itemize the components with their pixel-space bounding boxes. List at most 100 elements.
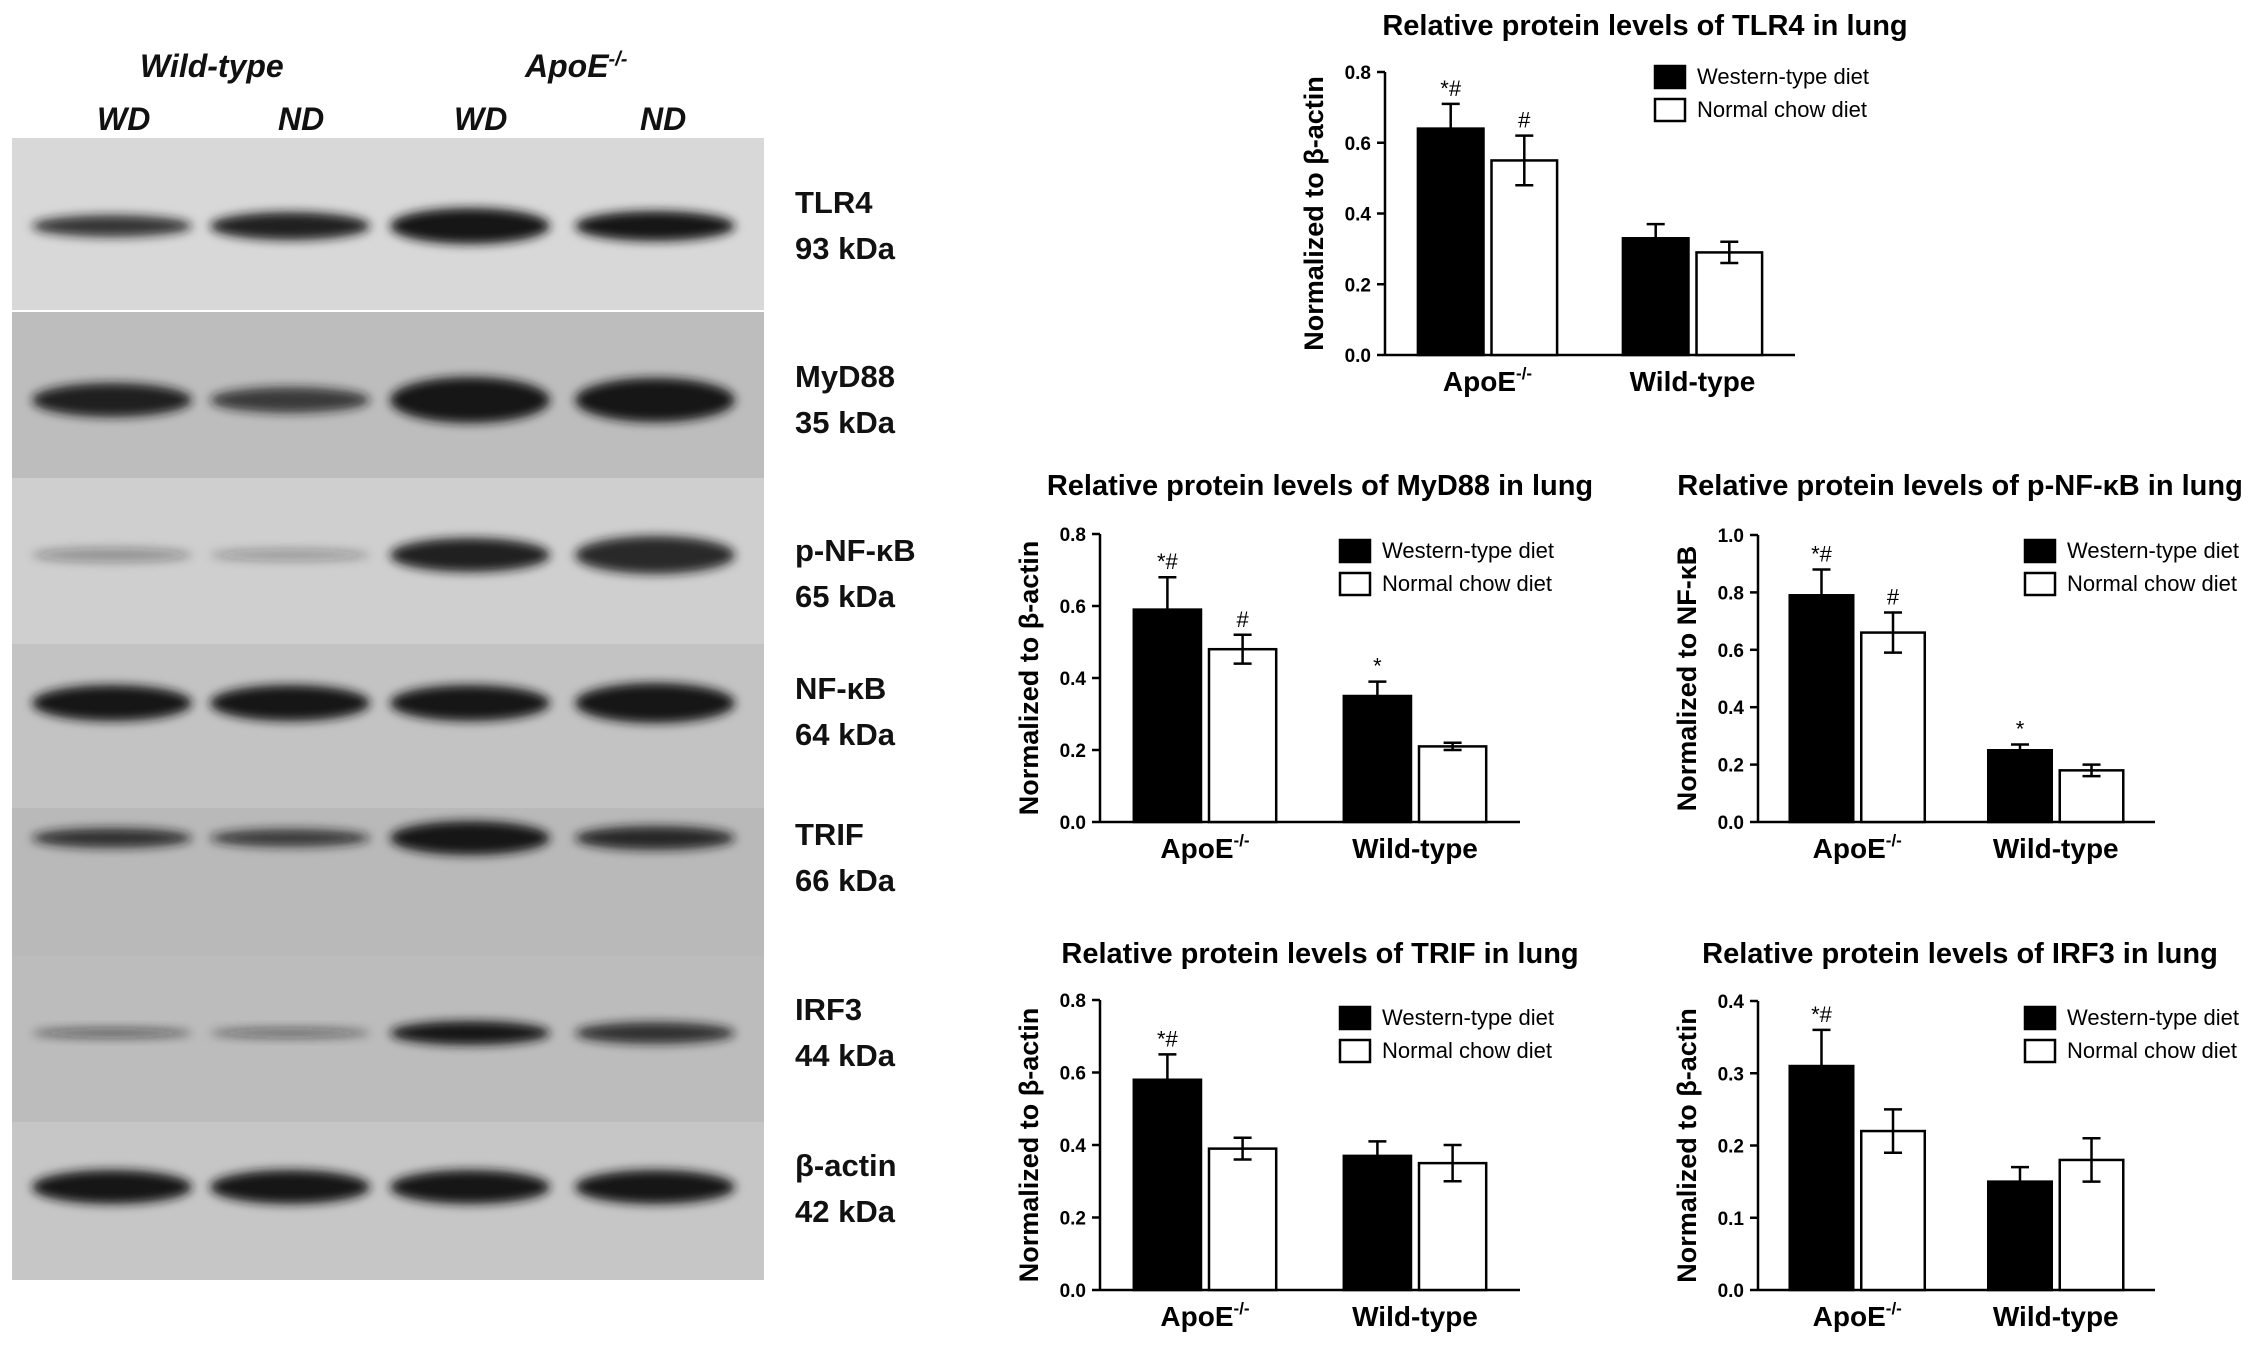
chart-title: Relative protein levels of TLR4 in lung: [1382, 10, 1907, 42]
chart-svg: Relative protein levels of TRIF in lung N…: [1014, 938, 1579, 1332]
blot-band: [210, 212, 370, 240]
y-tick-label: 0.0: [1718, 813, 1744, 834]
x-category-label: ApoE-/-: [1160, 831, 1249, 864]
band-label-tlr4: TLR4 93 kDa: [795, 185, 895, 266]
y-tick-label: 0.4: [1060, 1136, 1087, 1157]
blot-band: [575, 826, 735, 850]
western-blot-panel: Wild-type ApoE-/- WD ND WD ND TLR4 93 kD…: [0, 0, 940, 1346]
y-tick-label: 0.8: [1060, 991, 1086, 1012]
y-tick-label: 0.6: [1718, 641, 1744, 662]
band-label-p-nfkb: p-NF-κB 65 kDa: [795, 533, 916, 614]
legend-label: Normal chow diet: [1382, 1038, 1552, 1063]
bar: [1860, 1129, 1927, 1292]
chart-p-nfkb: Relative protein levels of p-NF-κB in lu…: [1655, 460, 2265, 880]
legend-label: Western-type diet: [1382, 1005, 1554, 1030]
blot-band: [390, 377, 550, 423]
legend-swatch: [1338, 1005, 1372, 1031]
chart-svg: Relative protein levels of IRF3 in lung N…: [1672, 938, 2239, 1332]
bar: [1860, 631, 1927, 824]
y-tick-label: 0.6: [1345, 134, 1371, 155]
legend-label: Western-type diet: [2067, 538, 2239, 563]
y-tick-label: 0.0: [1060, 813, 1086, 834]
blot-band: [575, 1170, 735, 1204]
bar: [1621, 237, 1690, 357]
group-header-wild-type: Wild-type: [140, 48, 284, 84]
significance-label: *#: [1157, 1026, 1179, 1051]
lane-label-apoe-wd: WD: [454, 101, 508, 137]
blot-band: [390, 1170, 550, 1204]
blot-band: [32, 828, 192, 848]
bar: [1788, 1064, 1855, 1292]
chart-myd88: Relative protein levels of MyD88 in lung…: [995, 460, 1635, 880]
legend-label: Normal chow diet: [1382, 571, 1552, 596]
legend-swatch: [2023, 571, 2057, 597]
blot-band: [575, 683, 735, 723]
bar: [1342, 1154, 1413, 1292]
y-tick-label: 0.3: [1718, 1064, 1744, 1085]
significance-label: *#: [1157, 549, 1179, 574]
bar: [1342, 694, 1413, 824]
x-category-label: Wild-type: [1993, 1301, 2119, 1332]
significance-label: *#: [1811, 1002, 1833, 1027]
y-tick-label: 0.4: [1345, 205, 1372, 226]
y-tick-label: 0.0: [1060, 1281, 1086, 1302]
legend-label: Normal chow diet: [2067, 1038, 2237, 1063]
band-label-nfkb: NF-κB 64 kDa: [795, 671, 895, 752]
chart-trif: Relative protein levels of TRIF in lung N…: [995, 928, 1635, 1346]
legend-label: Western-type diet: [1697, 64, 1869, 89]
y-tick-label: 0.6: [1060, 1064, 1086, 1085]
bar: [1132, 608, 1203, 824]
blot-band: [390, 208, 550, 244]
blot-band: [210, 549, 370, 561]
x-category-label: Wild-type: [1352, 833, 1478, 864]
blot-band: [390, 538, 550, 572]
legend-swatch: [1653, 97, 1687, 123]
legend-swatch: [2023, 538, 2057, 564]
blot-band: [575, 1022, 735, 1044]
y-axis-label: Normalized to NF-κB: [1672, 546, 1702, 812]
significance-label: *#: [1440, 76, 1462, 101]
blot-band: [575, 211, 735, 241]
significance-label: #: [1518, 108, 1531, 133]
x-category-label: Wild-type: [1630, 366, 1756, 397]
bar: [1132, 1078, 1203, 1292]
lane-label-apoe-nd: ND: [640, 101, 687, 137]
y-tick-label: 0.2: [1718, 756, 1744, 777]
blot-band: [210, 685, 370, 721]
y-tick-label: 0.2: [1718, 1137, 1744, 1158]
blot-band: [210, 829, 370, 847]
legend-swatch: [1653, 64, 1687, 90]
y-tick-label: 0.8: [1060, 525, 1086, 546]
chart-tlr4: Relative protein levels of TLR4 in lung N…: [1299, 0, 2250, 420]
blot-band: [32, 383, 192, 417]
blot-band: [210, 1028, 370, 1038]
y-tick-label: 0.2: [1060, 741, 1086, 762]
bar: [1416, 127, 1485, 357]
bar: [2058, 1158, 2125, 1292]
significance-label: *#: [1811, 541, 1833, 566]
y-tick-label: 0.0: [1345, 346, 1371, 367]
bar: [1986, 749, 2054, 824]
legend-swatch: [2023, 1005, 2057, 1031]
blot-band: [210, 1170, 370, 1204]
blot-image: [12, 138, 764, 1280]
blot-band: [32, 1170, 192, 1204]
blot-band: [32, 548, 192, 562]
x-category-label: ApoE-/-: [1443, 364, 1532, 397]
significance-label: #: [1236, 607, 1249, 632]
blot-band: [32, 685, 192, 721]
blot-band: [575, 536, 735, 574]
blot-band: [32, 1028, 192, 1038]
x-category-label: Wild-type: [1352, 1301, 1478, 1332]
bar: [1695, 251, 1764, 357]
chart-irf3: Relative protein levels of IRF3 in lung N…: [1655, 928, 2265, 1346]
y-axis-label: Normalized to β-actin: [1672, 1008, 1702, 1283]
legend-swatch: [1338, 1038, 1372, 1064]
blot-band: [390, 1021, 550, 1045]
y-tick-label: 0.1: [1718, 1209, 1745, 1230]
x-category-label: ApoE-/-: [1813, 831, 1902, 864]
blot-band: [32, 215, 192, 237]
bar: [2058, 769, 2125, 824]
lane-label-wt-wd: WD: [97, 101, 151, 137]
bar: [1207, 647, 1278, 824]
